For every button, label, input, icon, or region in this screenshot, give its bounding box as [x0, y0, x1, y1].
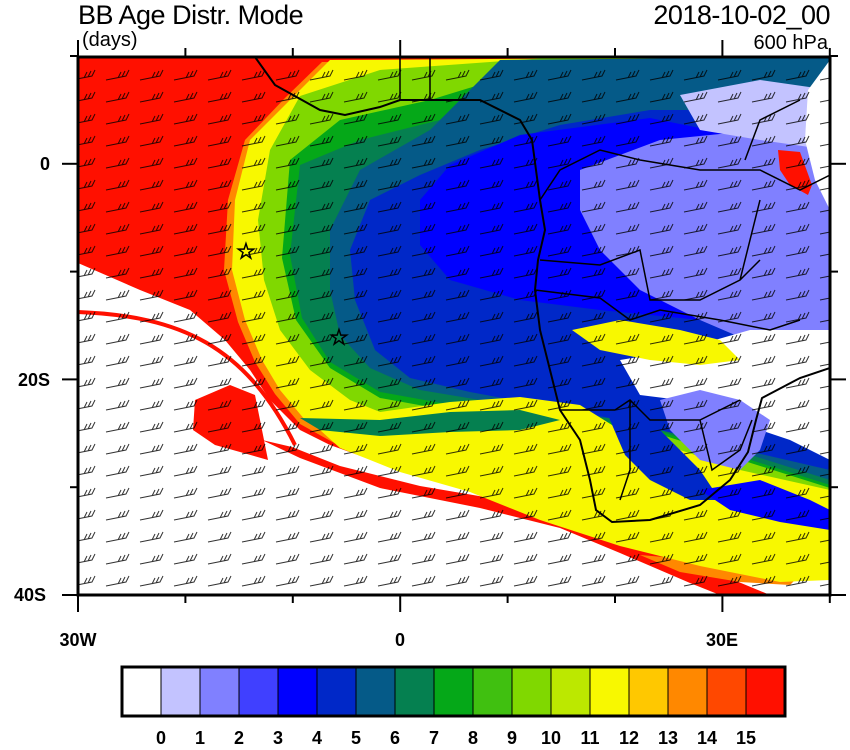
colorbar-label: 14: [696, 728, 718, 748]
star-marker-icon: ★: [237, 241, 255, 263]
shaded-field: ★ ★: [78, 57, 830, 595]
colorbar-swatch: [550, 666, 591, 717]
colorbar-swatch: [511, 666, 552, 717]
colorbar-label: 12: [618, 728, 640, 748]
colorbar-label: 7: [428, 728, 439, 748]
colorbar-swatch: [277, 666, 318, 717]
country-borders: [399, 57, 830, 501]
colorbar: [120, 665, 787, 718]
lon-label: 30E: [705, 630, 739, 650]
colorbar-swatch: [121, 666, 162, 717]
colorbar-label: 15: [735, 728, 757, 748]
colorbar-label: 1: [194, 728, 205, 748]
colorbar-swatch: [160, 666, 201, 717]
axis-ticks: [62, 40, 846, 612]
colorbar-swatch: [355, 666, 396, 717]
colorbar-swatch: [667, 666, 708, 717]
colorbar-label: 0: [155, 728, 166, 748]
colorbar-swatch: [316, 666, 357, 717]
units-label: (days): [82, 29, 138, 51]
lon-label: 30W: [59, 630, 97, 650]
colorbar-swatch: [706, 666, 747, 717]
colorbar-swatch: [589, 666, 630, 717]
wind-barbs: [78, 57, 830, 595]
colorbar-swatch: [394, 666, 435, 717]
colorbar-label: 11: [580, 728, 600, 748]
star-marker-icon: ★: [330, 327, 348, 349]
colorbar-label: 10: [540, 728, 562, 748]
lon-label: 0: [394, 630, 405, 650]
colorbar-frame: [120, 665, 787, 718]
lat-label: 0: [39, 154, 50, 174]
map-frame: [76, 55, 832, 597]
colorbar-swatch: [745, 666, 786, 717]
map-title: BB Age Distr. Mode: [78, 0, 304, 30]
colorbar-swatch: [628, 666, 669, 717]
pressure-level-label: 600 hPa: [753, 32, 828, 54]
colorbar-label: 3: [272, 728, 283, 748]
colorbar-swatch: [238, 666, 279, 717]
lat-label: 20S: [17, 370, 50, 390]
colorbar-label: 13: [657, 728, 679, 748]
colorbar-label: 5: [350, 728, 361, 748]
colorbar-swatch: [433, 666, 474, 717]
datetime-label: 2018-10-02_00: [653, 0, 830, 30]
colorbar-swatch: [472, 666, 513, 717]
colorbar-label: 2: [233, 728, 244, 748]
colorbar-label: 6: [389, 728, 400, 748]
lat-label: 40S: [13, 585, 46, 605]
colorbar-swatch: [199, 666, 240, 717]
coastline: [254, 57, 830, 524]
colorbar-label: 4: [311, 728, 322, 748]
colorbar-label: 8: [467, 728, 478, 748]
colorbar-label: 9: [506, 728, 517, 748]
